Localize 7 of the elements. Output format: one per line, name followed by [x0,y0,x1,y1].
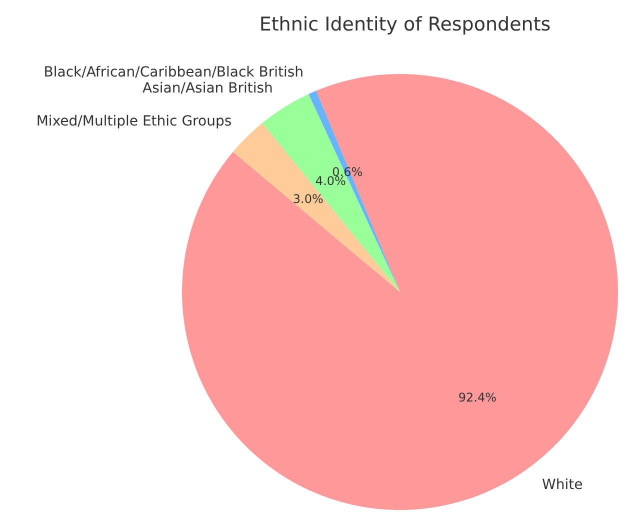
data-label: 3.0% [292,192,324,206]
slice-label: Asian/Asian British [142,80,273,97]
slice-label: Mixed/Multiple Ethic Groups [36,113,232,130]
data-label: 92.4% [458,390,497,404]
slice-label: Black/African/Caribbean/Black British [44,64,304,80]
slice-label: White [542,477,583,494]
chart-title: Ethnic Identity of Respondents [259,14,551,36]
